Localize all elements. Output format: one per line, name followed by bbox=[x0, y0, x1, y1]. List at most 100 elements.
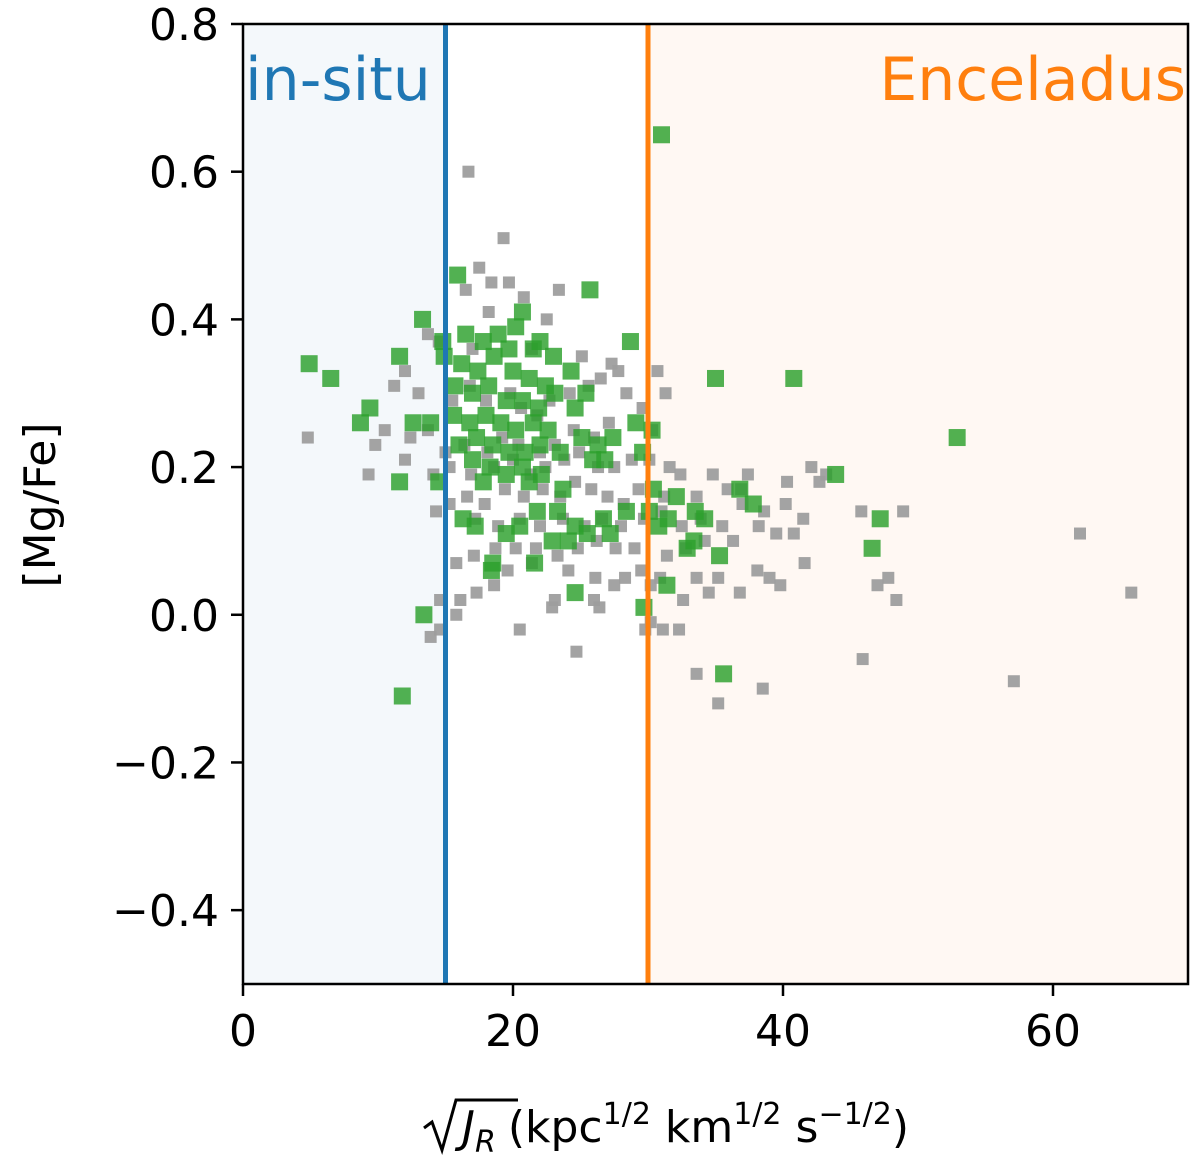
data-point bbox=[504, 362, 522, 380]
data-point bbox=[446, 377, 464, 395]
data-point bbox=[470, 586, 483, 599]
x-axis-label-symbol: J bbox=[454, 1102, 475, 1153]
data-point bbox=[798, 557, 811, 570]
data-point bbox=[585, 483, 598, 496]
data-point bbox=[563, 387, 576, 400]
data-point bbox=[756, 682, 769, 695]
data-point bbox=[362, 468, 375, 481]
data-point bbox=[696, 510, 714, 528]
data-point bbox=[430, 505, 443, 518]
data-point bbox=[482, 561, 500, 579]
data-point bbox=[685, 532, 703, 550]
data-point bbox=[464, 384, 481, 402]
data-point bbox=[627, 414, 645, 432]
data-point bbox=[524, 414, 542, 432]
data-point bbox=[507, 318, 525, 336]
data-point bbox=[509, 542, 522, 555]
x-tick-label: 20 bbox=[485, 1006, 541, 1057]
data-point bbox=[529, 542, 542, 555]
data-point bbox=[721, 483, 734, 496]
data-point bbox=[612, 365, 625, 378]
data-point bbox=[562, 362, 580, 380]
data-point bbox=[674, 468, 687, 481]
x-axis-label-subscript: R bbox=[475, 1125, 496, 1160]
data-point bbox=[551, 549, 564, 562]
data-point bbox=[733, 586, 746, 599]
data-point bbox=[322, 369, 340, 387]
data-point bbox=[500, 340, 518, 358]
y-tick-label: 0.4 bbox=[149, 295, 219, 346]
data-point bbox=[577, 384, 595, 402]
region-label-in-situ: in-situ bbox=[245, 45, 431, 115]
data-point bbox=[516, 443, 534, 461]
region-boundaries bbox=[443, 24, 651, 984]
data-point bbox=[551, 443, 569, 461]
data-point bbox=[658, 576, 676, 594]
data-point bbox=[485, 276, 498, 289]
data-point bbox=[513, 392, 531, 410]
data-point bbox=[620, 387, 633, 400]
data-point bbox=[667, 488, 685, 506]
data-point bbox=[453, 355, 471, 373]
data-point bbox=[391, 347, 409, 365]
data-point bbox=[897, 505, 910, 518]
data-point bbox=[485, 347, 503, 365]
data-point bbox=[446, 394, 459, 407]
data-point bbox=[301, 431, 314, 444]
data-point bbox=[422, 414, 440, 432]
region-labels: in-situ Enceladus bbox=[245, 45, 1186, 115]
data-point bbox=[466, 517, 484, 535]
data-point bbox=[589, 436, 607, 454]
data-point bbox=[424, 630, 437, 643]
data-point bbox=[575, 350, 588, 363]
data-point bbox=[770, 527, 783, 540]
region-shade-in-situ bbox=[243, 24, 446, 984]
x-axis-label-exp3: −1/2 bbox=[818, 1097, 891, 1132]
data-point bbox=[489, 542, 502, 555]
data-point bbox=[650, 517, 668, 535]
data-point bbox=[1125, 586, 1138, 599]
data-point bbox=[513, 303, 531, 321]
data-point bbox=[361, 399, 379, 417]
data-point bbox=[675, 520, 688, 533]
data-point bbox=[663, 461, 676, 474]
data-point bbox=[690, 571, 703, 584]
data-point bbox=[635, 564, 648, 577]
data-point bbox=[763, 571, 776, 584]
data-point bbox=[421, 328, 434, 341]
data-point bbox=[530, 399, 548, 417]
data-point bbox=[948, 429, 966, 447]
data-point bbox=[716, 520, 729, 533]
data-point bbox=[805, 461, 818, 474]
data-point bbox=[450, 608, 463, 621]
x-tick-label: 40 bbox=[755, 1006, 811, 1057]
data-point bbox=[554, 480, 572, 498]
data-point bbox=[454, 594, 467, 606]
y-tick-label: −0.4 bbox=[112, 886, 219, 937]
data-point bbox=[596, 451, 614, 469]
data-point bbox=[581, 281, 599, 299]
data-point bbox=[827, 465, 845, 483]
data-point bbox=[474, 333, 492, 351]
data-point bbox=[594, 510, 612, 528]
region-label-enceladus: Enceladus bbox=[879, 45, 1186, 115]
data-point bbox=[711, 547, 729, 565]
data-point bbox=[690, 667, 703, 680]
data-point bbox=[513, 458, 531, 476]
data-point bbox=[546, 384, 564, 402]
data-point bbox=[673, 623, 686, 636]
data-point bbox=[507, 421, 525, 439]
data-point bbox=[601, 525, 619, 543]
region-shade-enceladus bbox=[648, 24, 1188, 984]
data-point bbox=[569, 475, 582, 488]
data-point bbox=[543, 532, 561, 550]
data-point bbox=[871, 579, 884, 592]
data-point bbox=[741, 468, 754, 481]
data-point bbox=[450, 436, 468, 454]
data-point bbox=[480, 377, 498, 395]
x-axis-ticks: 0 20 40 60 bbox=[229, 984, 1081, 1057]
data-point bbox=[559, 532, 577, 550]
data-point bbox=[459, 283, 472, 296]
data-point bbox=[484, 436, 502, 454]
data-point bbox=[412, 387, 425, 400]
